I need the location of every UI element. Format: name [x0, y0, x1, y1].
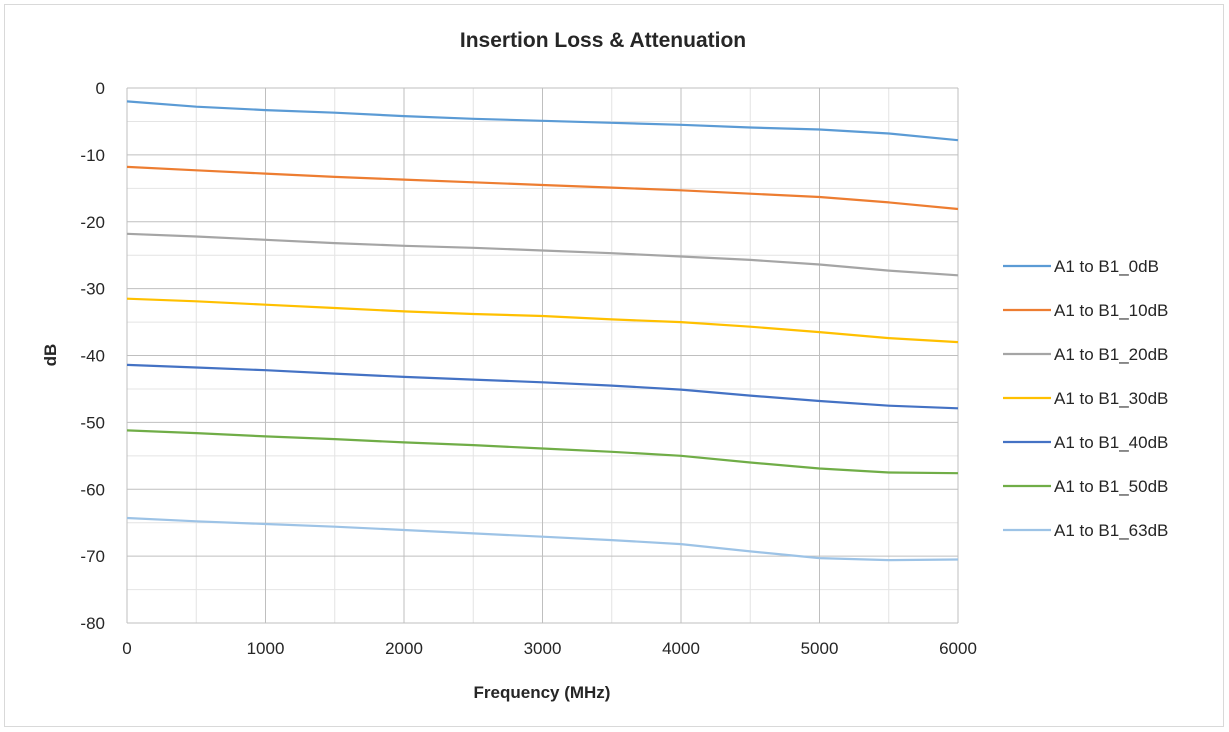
y-tick-label: -10: [80, 146, 105, 165]
y-tick-label: -50: [80, 413, 105, 432]
x-tick-label: 2000: [385, 639, 423, 658]
y-axis-title: dB: [41, 344, 60, 367]
x-axis-ticks: 0 1000 2000 3000 4000 5000 6000: [122, 639, 977, 658]
series-line: [126, 232, 959, 277]
x-tick-label: 0: [122, 639, 131, 658]
series-line: [126, 516, 959, 562]
x-tick-label: 3000: [524, 639, 562, 658]
series-line: [126, 429, 959, 475]
series-line: [126, 100, 959, 142]
legend-item: A1 to B1_50dB: [1003, 477, 1168, 496]
legend: A1 to B1_0dB A1 to B1_10dB A1 to B1_20dB A1…: [1003, 257, 1168, 540]
legend-label: A1 to B1_40dB: [1054, 433, 1168, 452]
legend-label: A1 to B1_10dB: [1054, 301, 1168, 320]
legend-item: A1 to B1_10dB: [1003, 301, 1168, 320]
legend-item: A1 to B1_20dB: [1003, 345, 1168, 364]
legend-item: A1 to B1_0dB: [1003, 257, 1159, 276]
grid: [126, 87, 959, 624]
legend-label: A1 to B1_20dB: [1054, 345, 1168, 364]
y-tick-label: -40: [80, 347, 105, 366]
x-tick-label: 6000: [939, 639, 977, 658]
x-tick-label: 1000: [247, 639, 285, 658]
y-tick-label: -60: [80, 480, 105, 499]
legend-label: A1 to B1_0dB: [1054, 257, 1159, 276]
x-axis-title: Frequency (MHz): [474, 683, 611, 702]
y-tick-label: -80: [80, 614, 105, 633]
chart-frame: [4, 4, 1224, 727]
series-line: [126, 165, 959, 211]
x-tick-label: 5000: [801, 639, 839, 658]
legend-item: A1 to B1_40dB: [1003, 433, 1168, 452]
y-tick-label: -70: [80, 547, 105, 566]
legend-item: A1 to B1_30dB: [1003, 389, 1168, 408]
series-lines: [126, 100, 959, 562]
series-line: [126, 363, 959, 410]
legend-label: A1 to B1_30dB: [1054, 389, 1168, 408]
y-axis-ticks: 0 -10 -20 -30 -40 -50 -60 -70 -80: [80, 79, 105, 633]
chart-title: Insertion Loss & Attenuation: [460, 29, 746, 52]
y-tick-label: -30: [80, 280, 105, 299]
y-tick-label: 0: [96, 79, 105, 98]
x-tick-label: 4000: [662, 639, 700, 658]
legend-label: A1 to B1_63dB: [1054, 521, 1168, 540]
legend-item: A1 to B1_63dB: [1003, 521, 1168, 540]
series-line: [126, 297, 959, 344]
y-tick-label: -20: [80, 213, 105, 232]
legend-label: A1 to B1_50dB: [1054, 477, 1168, 496]
